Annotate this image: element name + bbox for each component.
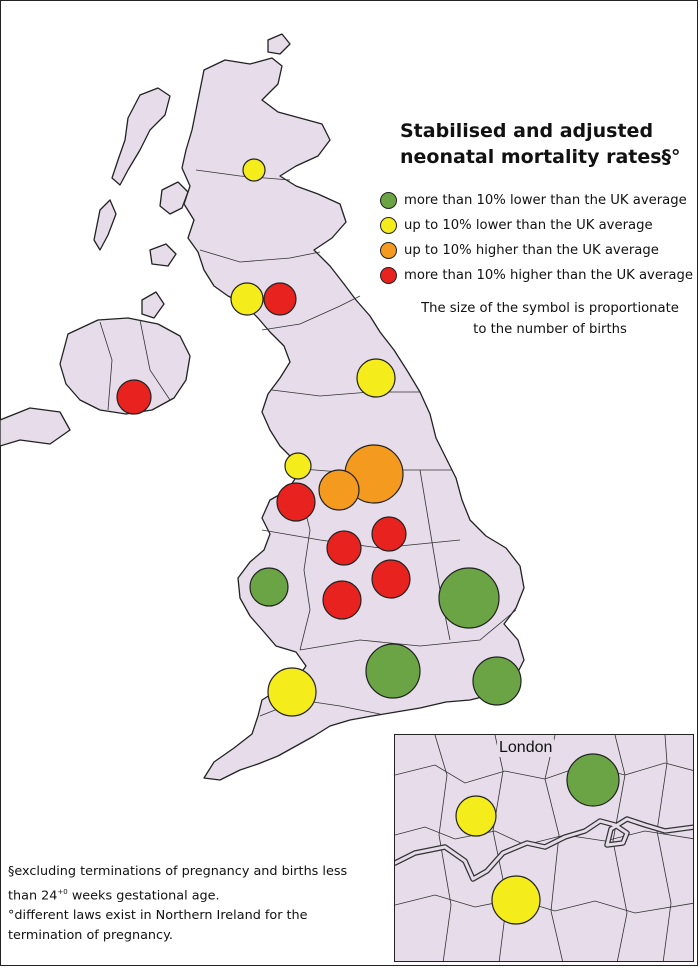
legend-label-green: more than 10% lower than the UK average [404, 193, 687, 208]
legend-item-orange: up to 10% higher than the UK average [380, 238, 698, 263]
marker-east-midlands [371, 559, 411, 599]
marker-northern-ireland [116, 379, 152, 415]
marker-cheshire-merseyside [276, 482, 316, 522]
island-islay [141, 291, 165, 319]
boundary-scotland-central [199, 249, 321, 263]
legend-label-orange: up to 10% higher than the UK average [404, 243, 659, 258]
island-lewis [111, 87, 171, 186]
legend: more than 10% lower than the UK average … [380, 188, 698, 288]
ireland-fragment [0, 407, 71, 447]
footnotes: §excluding terminations of pregnancy and… [8, 862, 388, 946]
legend-label-yellow: up to 10% lower than the UK average [404, 218, 653, 233]
marker-wales [249, 567, 289, 607]
title-line-1: Stabilised and adjusted [400, 120, 654, 142]
london-label: London [497, 739, 555, 757]
island-skye [159, 181, 189, 215]
marker-east-of-england [438, 567, 500, 629]
marker-staffordshire [326, 530, 362, 566]
island-orkney [267, 33, 291, 55]
northern-ireland [59, 317, 191, 415]
river-thames-fill [395, 817, 693, 881]
size-note-line-1: The size of the symbol is proportionate [421, 301, 679, 316]
boundary-north-england [271, 389, 420, 397]
london-inset-map [395, 735, 693, 961]
boundary-ni [99, 319, 171, 411]
boundary-scotland-north [195, 169, 291, 181]
footnote-line-2a: than 24 [8, 888, 58, 904]
legend-swatch-orange [380, 242, 397, 259]
marker-south-london [491, 875, 541, 925]
legend-swatch-red [380, 267, 397, 284]
map-title: Stabilised and adjusted neonatal mortali… [400, 118, 700, 170]
marker-north-east-london [566, 753, 620, 807]
marker-south-west [267, 667, 317, 717]
legend-swatch-yellow [380, 217, 397, 234]
marker-thames-valley [365, 643, 421, 699]
marker-edinburgh [263, 282, 297, 316]
size-note: The size of the symbol is proportionate … [420, 298, 680, 340]
boundary-south [299, 609, 517, 651]
marker-kent [472, 656, 522, 706]
title-line-2: neonatal mortality rates§° [400, 146, 681, 168]
boundary-scotland-england [261, 295, 361, 331]
island-mull [149, 243, 177, 267]
marker-north-east [356, 358, 396, 398]
marker-highland [242, 158, 266, 182]
legend-label-red: more than 10% higher than the UK average [404, 268, 693, 283]
map-markers [116, 158, 522, 717]
marker-glasgow [230, 282, 264, 316]
footnote-line-1: §excluding terminations of pregnancy and… [8, 864, 348, 879]
footnote-line-3: °different laws exist in Northern Irelan… [8, 908, 308, 924]
marker-west-midlands [322, 580, 362, 620]
legend-item-yellow: up to 10% lower than the UK average [380, 213, 698, 238]
footnote-superscript: +0 [57, 888, 68, 896]
marker-north-west-london [455, 795, 497, 837]
marker-greater-manchester [318, 469, 360, 511]
size-note-line-2: to the number of births [473, 322, 627, 337]
island-uist [93, 199, 117, 251]
footnote-line-4: termination of pregnancy. [8, 928, 173, 944]
marker-trent [371, 516, 407, 552]
legend-item-red: more than 10% higher than the UK average [380, 263, 698, 288]
london-inset: London [394, 734, 694, 962]
footnote-line-2b: weeks gestational age. [67, 888, 220, 904]
marker-cumbria-lancs [284, 452, 312, 480]
legend-swatch-green [380, 192, 397, 209]
footnote-line-2: than 24+0 weeks gestational age. [8, 882, 388, 906]
legend-item-green: more than 10% lower than the UK average [380, 188, 698, 213]
